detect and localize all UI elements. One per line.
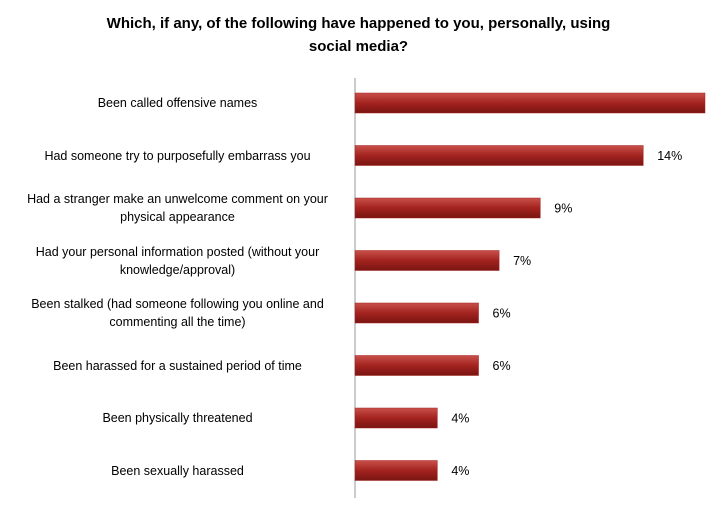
category-label: Had your personal information posted (wi…	[35, 244, 320, 277]
bar	[354, 355, 479, 376]
category-label: Been physically threatened	[102, 411, 253, 425]
bar	[354, 250, 500, 271]
category-label: Been harassed for a sustained period of …	[53, 358, 302, 373]
bar	[354, 197, 541, 219]
category-label: Had a stranger make an unwelcome comment…	[27, 192, 328, 224]
category-label: Had someone try to purposefully embarras…	[44, 148, 311, 163]
bar	[354, 145, 644, 166]
bar	[354, 92, 706, 114]
value-label: 6%	[493, 306, 511, 320]
value-label: 9%	[554, 201, 572, 215]
bar	[354, 460, 438, 481]
value-label: 7%	[513, 254, 531, 268]
value-label: 6%	[493, 359, 511, 373]
value-label: 14%	[657, 149, 682, 163]
chart-title: Which, if any, of the following have hap…	[106, 15, 611, 55]
category-label: Been stalked (had someone following you …	[31, 297, 324, 329]
value-label: 4%	[451, 411, 469, 425]
bar	[354, 407, 438, 429]
category-label: Been called offensive names	[97, 96, 258, 110]
bar	[354, 302, 479, 324]
value-label: 4%	[451, 464, 469, 478]
category-label: Been sexually harassed	[111, 463, 244, 478]
